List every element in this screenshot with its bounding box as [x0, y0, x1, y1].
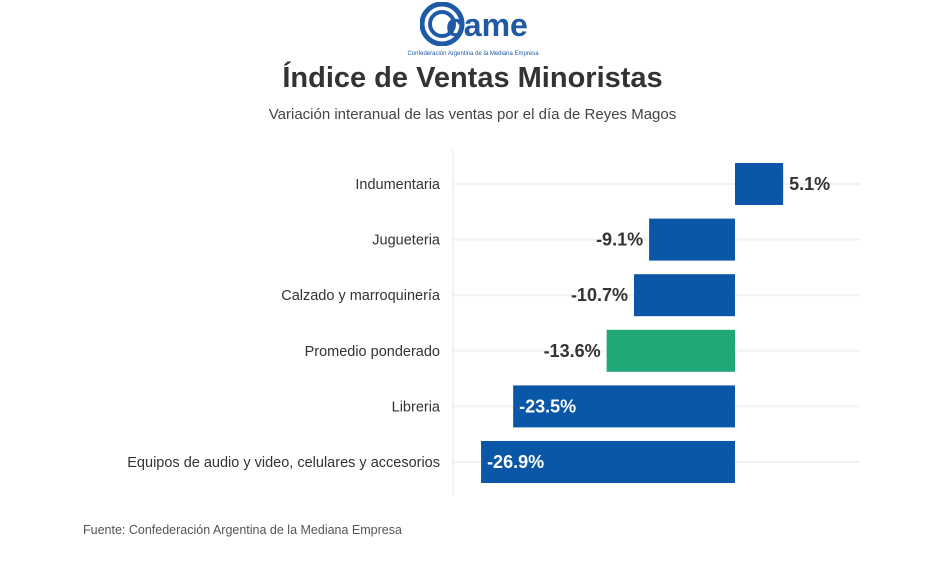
value-labels: 5.1% -9.1% -10.7% -13.6% -23.5% -26.9%	[487, 174, 830, 472]
bar-0	[735, 163, 784, 205]
bar-1	[649, 218, 735, 261]
category-labels: Indumentaria Jugueteria Calzado y marroqui…	[127, 177, 441, 471]
chart-title: Índice de Ventas Minoristas	[282, 62, 663, 94]
value-label: -9.1%	[596, 230, 643, 250]
bar-2	[633, 274, 735, 317]
came-logo: came Confederación Argentina de la Media…	[398, 2, 548, 62]
category-label: Calzado y marroquinería	[281, 288, 441, 304]
value-label: -23.5%	[519, 396, 576, 416]
bars	[481, 163, 784, 483]
came-logo-mark: came	[420, 2, 528, 46]
bar-3	[606, 329, 735, 372]
category-label: Equipos de audio y video, celulares y ac…	[127, 455, 440, 471]
bar-5	[481, 441, 735, 483]
value-label: 5.1%	[789, 174, 830, 194]
category-label: Jugueteria	[372, 233, 441, 249]
category-label: Libreria	[392, 399, 441, 415]
value-label: -26.9%	[487, 452, 544, 472]
value-label: -13.6%	[544, 341, 601, 361]
logo-caption: Confederación Argentina de la Mediana Em…	[407, 51, 539, 57]
category-label: Promedio ponderado	[305, 344, 440, 360]
chart-subtitle: Variación interanual de las ventas por e…	[268, 106, 677, 123]
bar-4	[513, 385, 735, 428]
logo-text: came	[446, 7, 528, 43]
category-label: Indumentaria	[355, 177, 441, 193]
source-note: Fuente: Confederación Argentina de la Me…	[83, 523, 402, 537]
value-label: -10.7%	[571, 285, 628, 305]
